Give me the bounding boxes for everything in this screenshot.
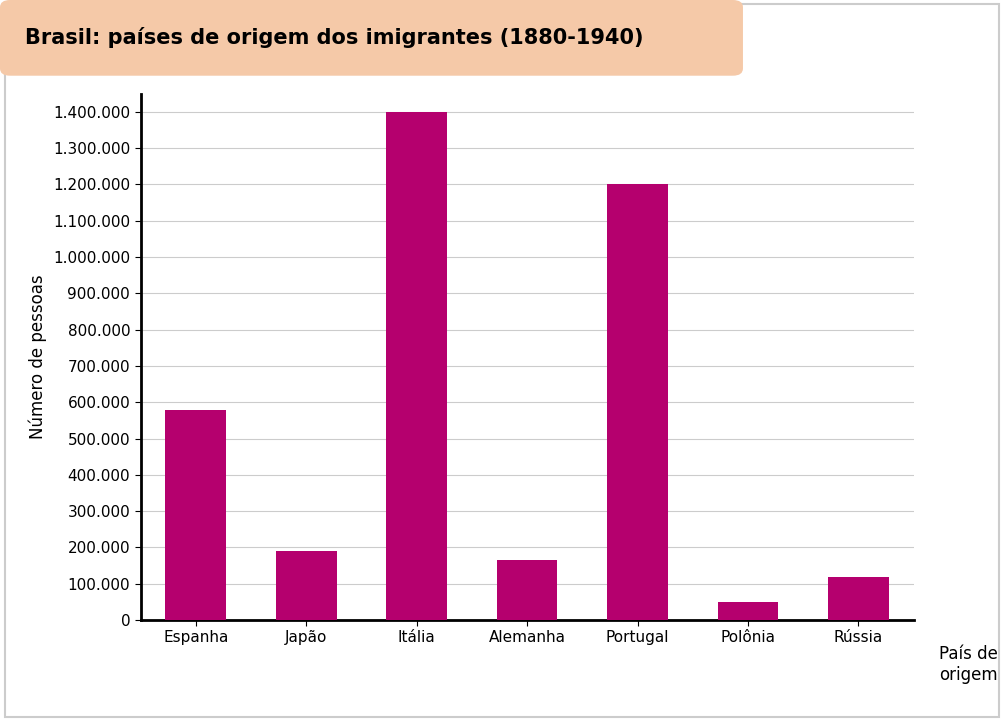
Bar bbox=[607, 185, 667, 620]
Y-axis label: Número de pessoas: Número de pessoas bbox=[29, 275, 47, 439]
Bar bbox=[717, 602, 777, 620]
Bar bbox=[827, 577, 888, 620]
Bar bbox=[276, 551, 336, 620]
Text: País de
origem: País de origem bbox=[939, 645, 997, 684]
Bar bbox=[165, 410, 226, 620]
Bar bbox=[496, 560, 557, 620]
Bar bbox=[386, 112, 446, 620]
Text: Brasil: países de origem dos imigrantes (1880-1940): Brasil: países de origem dos imigrantes … bbox=[25, 27, 643, 48]
